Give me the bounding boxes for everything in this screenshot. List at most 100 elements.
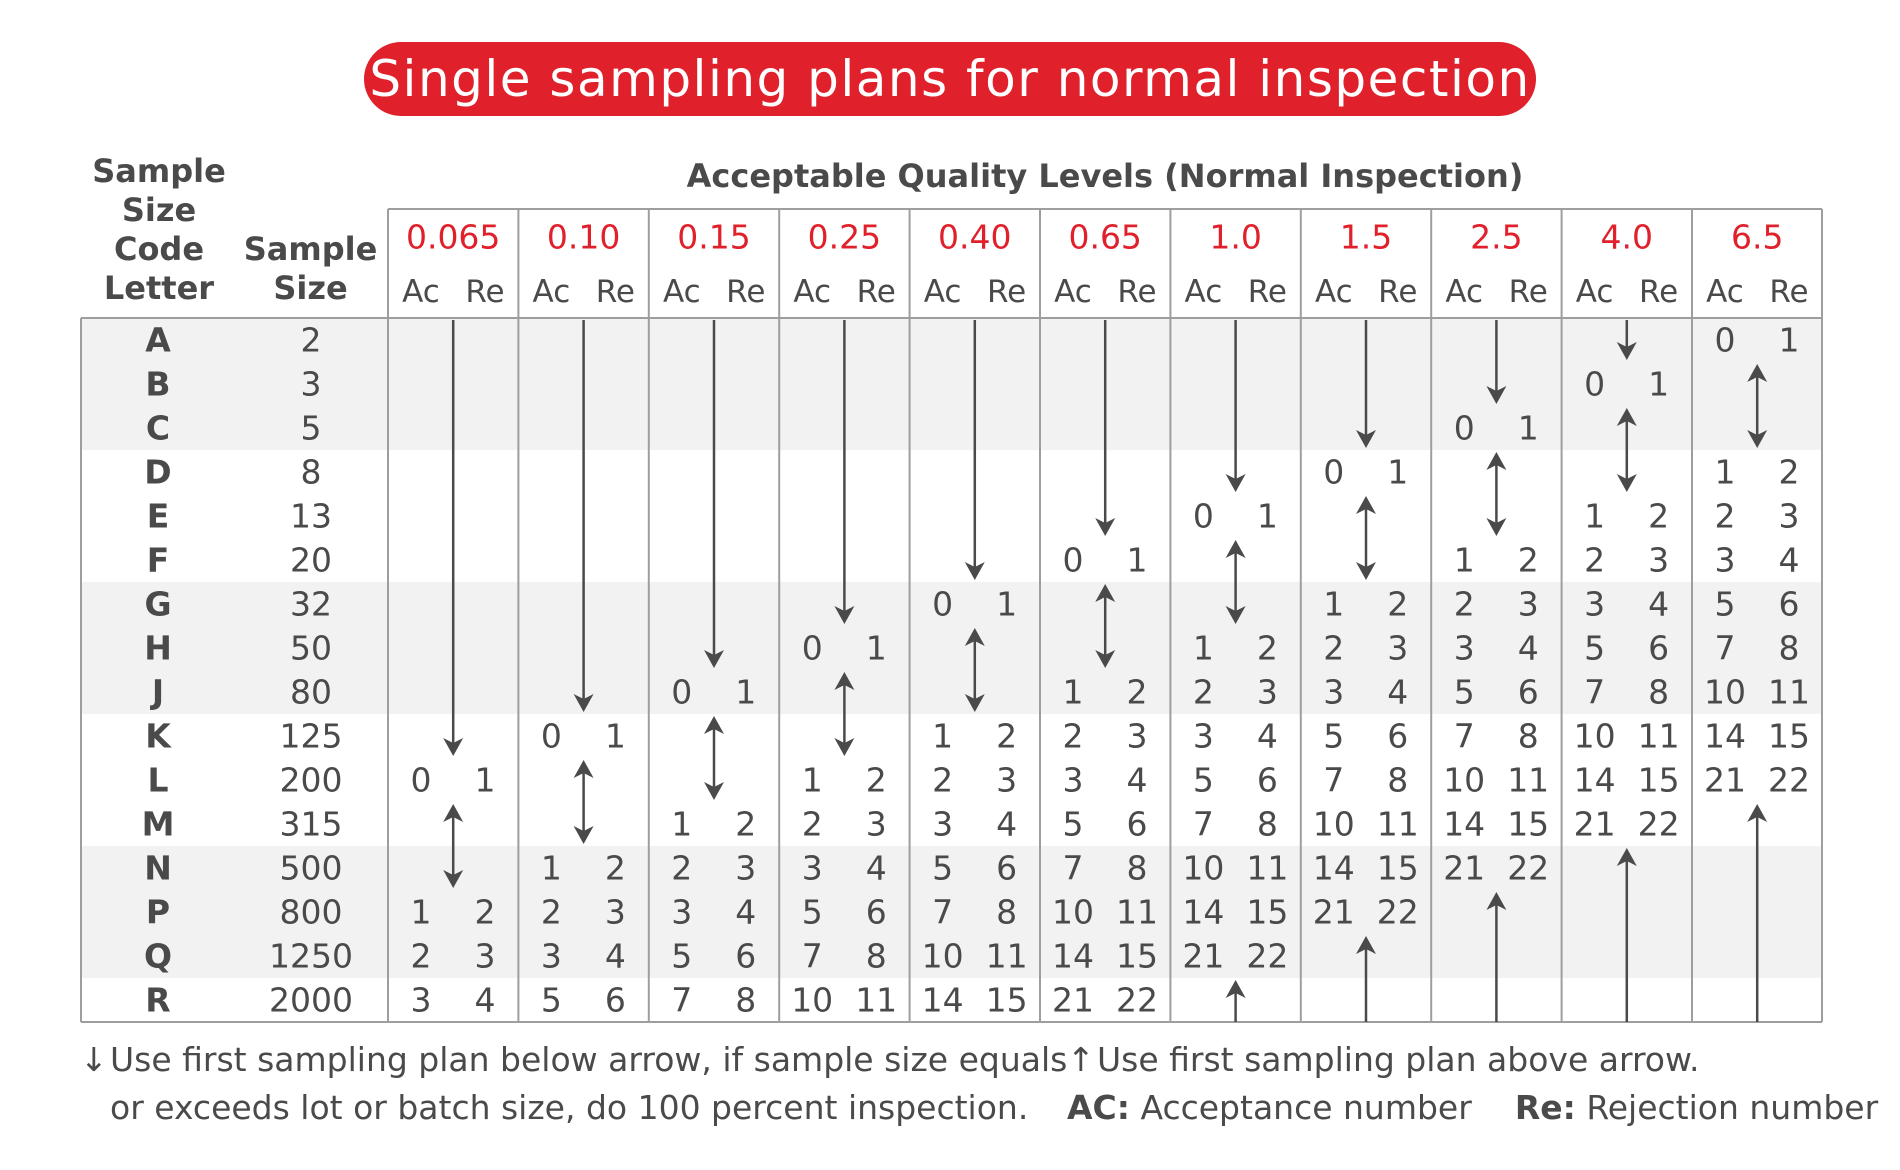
plan-re-value: 3	[1779, 497, 1800, 536]
plan-re-value: 6	[996, 849, 1017, 888]
row-band	[81, 846, 1822, 978]
plan-re-value: 2	[1518, 541, 1539, 580]
arrow-head-up	[1356, 496, 1376, 514]
plan-ac-value: 5	[541, 981, 562, 1020]
row-sample-size: 500	[280, 849, 343, 888]
plan-ac-value: 5	[671, 937, 692, 976]
plan-ac-value: 7	[932, 893, 953, 932]
row-code-letter: P	[146, 893, 170, 932]
re-header: Re	[987, 274, 1026, 310]
plan-ac-value: 7	[1454, 717, 1475, 756]
plan-re-value: 15	[1768, 717, 1810, 756]
arrow-head-down	[1616, 342, 1637, 360]
re-header: Re	[857, 274, 896, 310]
plan-re-value: 22	[1116, 981, 1158, 1020]
plan-ac-value: 14	[1704, 717, 1746, 756]
code-letter-header-line: Size	[121, 191, 197, 229]
plan-re-value: 6	[735, 937, 756, 976]
plan-re-value: 6	[605, 981, 626, 1020]
plan-re-value: 1	[1518, 409, 1539, 448]
plan-ac-value: 10	[922, 937, 964, 976]
plan-ac-value: 0	[1063, 541, 1084, 580]
plan-ac-value: 2	[802, 805, 823, 844]
ac-header: Ac	[1445, 274, 1483, 310]
plan-ac-value: 1	[411, 893, 432, 932]
plan-ac-value: 14	[922, 981, 964, 1020]
plan-re-value: 2	[1127, 673, 1148, 712]
aql-level-label: 0.15	[677, 218, 750, 257]
legend-up: ↑Use first sampling plan above arrow. AC…	[1067, 1036, 1878, 1132]
plan-re-value: 4	[1518, 629, 1539, 668]
plan-re-value: 4	[735, 893, 756, 932]
plan-ac-value: 1	[1323, 585, 1344, 624]
plan-ac-value: 10	[1704, 673, 1746, 712]
plan-ac-value: 7	[1715, 629, 1736, 668]
plan-re-value: 1	[1257, 497, 1278, 536]
row-sample-size: 315	[280, 805, 343, 844]
plan-ac-value: 0	[1454, 409, 1475, 448]
row-code-letter: Q	[144, 937, 172, 976]
plan-ac-value: 1	[1584, 497, 1605, 536]
plan-ac-value: 2	[1323, 629, 1344, 668]
plan-re-value: 1	[866, 629, 887, 668]
sampling-table: 0.065 Ac Re 0.10 Ac Re 0.15 Ac Re 0.25 Ac Re 0.40 Ac R…	[80, 208, 1823, 1023]
plan-re-value: 2	[996, 717, 1017, 756]
plan-ac-value: 3	[671, 893, 692, 932]
arrow-head-down	[704, 782, 724, 800]
arrow-head-down	[1356, 430, 1376, 448]
aql-level-label: 1.0	[1209, 218, 1261, 257]
row-sample-size: 32	[290, 585, 332, 624]
code-letter-header: Sample Size Code Letter	[86, 152, 232, 308]
plan-ac-value: 2	[1063, 717, 1084, 756]
ac-header: Ac	[663, 274, 701, 310]
arrow-head-down	[964, 562, 985, 580]
plan-ac-value: 1	[541, 849, 562, 888]
plan-ac-value: 21	[1182, 937, 1224, 976]
plan-re-value: 1	[996, 585, 1017, 624]
aql-level-label: 4.0	[1601, 218, 1653, 257]
plan-ac-value: 10	[1443, 761, 1485, 800]
plan-ac-value: 1	[1193, 629, 1214, 668]
row-sample-size: 2	[301, 321, 322, 360]
plan-re-value: 15	[1638, 761, 1680, 800]
plan-re-value: 2	[475, 893, 496, 932]
down-arrow-icon: ↓	[80, 1040, 108, 1079]
legend-ac-label: AC:	[1067, 1088, 1130, 1127]
ac-header: Ac	[1315, 274, 1353, 310]
arrow-head-down	[704, 650, 724, 668]
plan-ac-value: 0	[802, 629, 823, 668]
plan-ac-value: 2	[1454, 585, 1475, 624]
plan-re-value: 4	[1779, 541, 1800, 580]
plan-re-value: 15	[1507, 805, 1549, 844]
plan-ac-value: 0	[1715, 321, 1736, 360]
re-header: Re	[465, 274, 504, 310]
up-arrow-icon: ↑	[1067, 1040, 1095, 1079]
row-sample-size: 8	[301, 453, 322, 492]
plan-ac-value: 10	[791, 981, 833, 1020]
plan-ac-value: 7	[671, 981, 692, 1020]
plan-re-value: 22	[1768, 761, 1810, 800]
plan-re-value: 11	[986, 937, 1028, 976]
sample-size-header: Sample Size	[238, 230, 383, 308]
plan-re-value: 22	[1638, 805, 1680, 844]
plan-ac-value: 0	[1193, 497, 1214, 536]
code-letter-header-line: Sample	[92, 152, 226, 190]
row-code-letter: F	[147, 541, 170, 580]
plan-ac-value: 14	[1052, 937, 1094, 976]
row-code-letter: N	[144, 849, 172, 888]
plan-ac-value: 5	[1323, 717, 1344, 756]
plan-re-value: 3	[1648, 541, 1669, 580]
plan-re-value: 8	[735, 981, 756, 1020]
plan-ac-value: 5	[802, 893, 823, 932]
row-code-letter: B	[145, 365, 170, 404]
arrow-head-down	[964, 694, 985, 712]
plan-re-value: 3	[475, 937, 496, 976]
arrow-head-up	[1616, 848, 1637, 866]
arrow-head-down	[1747, 430, 1768, 448]
plan-re-value: 4	[1648, 585, 1669, 624]
plan-ac-value: 3	[1323, 673, 1344, 712]
plan-re-value: 22	[1377, 893, 1419, 932]
aql-level-label: 1.5	[1340, 218, 1392, 257]
plan-re-value: 11	[1377, 805, 1419, 844]
legend-down-line1: Use first sampling plan below arrow, if …	[110, 1040, 1068, 1079]
